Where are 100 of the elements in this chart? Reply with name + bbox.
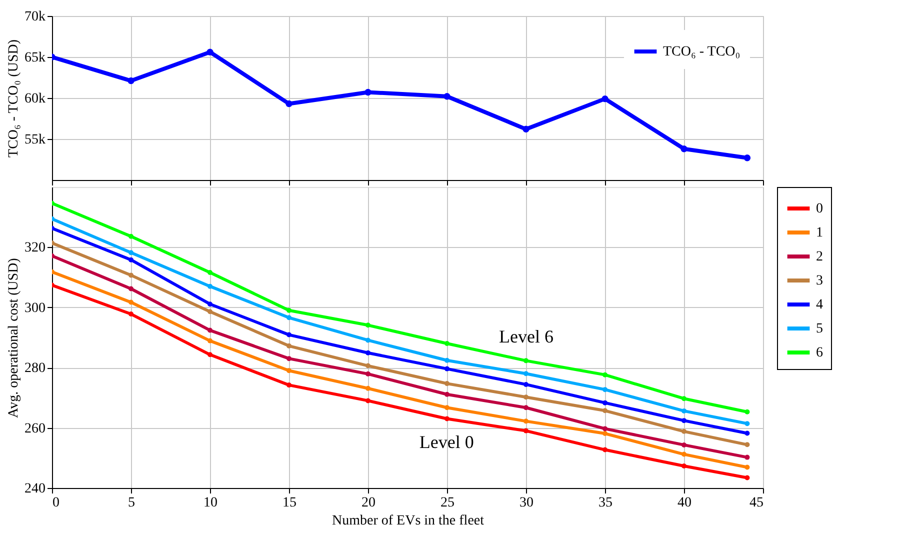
x-tick-label: 25 (440, 496, 454, 510)
point (444, 358, 450, 363)
legend-label: TCO₆ - TCO₀ (663, 44, 740, 60)
point (524, 382, 528, 387)
point (366, 350, 370, 356)
point (602, 431, 608, 436)
point (366, 371, 370, 376)
point (444, 381, 450, 386)
point (128, 250, 134, 256)
point (744, 154, 751, 162)
point (286, 343, 292, 348)
point (206, 48, 214, 56)
point (602, 426, 608, 432)
point (208, 270, 212, 275)
point (128, 312, 134, 317)
point (602, 372, 608, 378)
point (128, 300, 134, 305)
point (744, 409, 750, 414)
point (524, 405, 528, 410)
point (602, 408, 608, 414)
point (286, 315, 292, 320)
point (524, 358, 528, 364)
point (682, 464, 686, 469)
point (522, 126, 530, 133)
x-tick-label: 15 (282, 496, 296, 510)
point (444, 366, 450, 372)
y-tick-label: 300 (24, 300, 46, 316)
point (286, 368, 292, 374)
x-tick-label: 20 (362, 496, 376, 510)
x-tick-label: 30 (520, 496, 534, 510)
y-tick-label: 280 (24, 361, 46, 376)
point (602, 400, 608, 406)
point (366, 386, 370, 391)
point (208, 309, 212, 314)
x-tick-label: 35 (598, 496, 612, 510)
point (366, 363, 370, 368)
point (286, 100, 292, 108)
point (444, 405, 450, 410)
point (208, 338, 212, 344)
point (682, 418, 686, 424)
point (444, 341, 450, 346)
y-tick-label: 65k (24, 50, 46, 66)
legend-label: 2 (816, 250, 823, 264)
point (682, 428, 686, 434)
point (208, 284, 212, 289)
point (208, 328, 212, 333)
point (128, 286, 134, 292)
point (744, 475, 750, 480)
x-tick-label: 0 (52, 496, 60, 510)
y-tick-label: 320 (24, 240, 46, 256)
point (524, 428, 528, 434)
point (444, 93, 450, 100)
legend-label: 0 (816, 202, 823, 216)
point (128, 234, 134, 239)
x-tick-label: 40 (678, 496, 692, 510)
point (744, 454, 750, 460)
y-axis-title: TCO₆ - TCO₀ (USD) (6, 39, 22, 158)
point (744, 421, 750, 426)
point (366, 338, 370, 343)
point (602, 387, 608, 392)
point (744, 442, 750, 448)
annotation: Level 0 (419, 432, 474, 452)
point (128, 272, 134, 278)
point (128, 257, 134, 262)
point (680, 145, 688, 152)
point (682, 408, 686, 414)
point (444, 416, 450, 422)
legend-label: 4 (816, 298, 823, 312)
x-tick-label: 5 (128, 496, 135, 510)
point (682, 396, 686, 402)
legend-label: 3 (816, 274, 823, 288)
point (602, 95, 608, 102)
point (682, 442, 686, 448)
point (286, 382, 292, 388)
y-tick-label: 240 (24, 482, 46, 496)
y-tick-label: 260 (24, 421, 46, 436)
legend-label: 1 (816, 226, 823, 240)
point (744, 430, 750, 436)
point (602, 447, 608, 452)
point (524, 371, 528, 376)
point (682, 452, 686, 457)
point (208, 352, 212, 358)
annotation: Level 6 (498, 326, 554, 346)
point (364, 88, 372, 96)
x-axis-title: Number of EVs in the fleet (332, 514, 484, 528)
point (366, 322, 370, 328)
point (524, 394, 528, 400)
point (744, 464, 750, 470)
x-tick-label: 45 (750, 496, 764, 510)
x-tick-label: 10 (204, 496, 218, 510)
point (366, 398, 370, 404)
point (286, 332, 292, 338)
point (128, 77, 134, 84)
legend-label: 6 (816, 346, 823, 360)
y-tick-label: 70k (24, 10, 46, 24)
point (208, 302, 212, 307)
legend-label: 5 (816, 322, 823, 336)
y-tick-label: 55k (24, 132, 46, 148)
point (444, 392, 450, 397)
point (524, 418, 528, 424)
